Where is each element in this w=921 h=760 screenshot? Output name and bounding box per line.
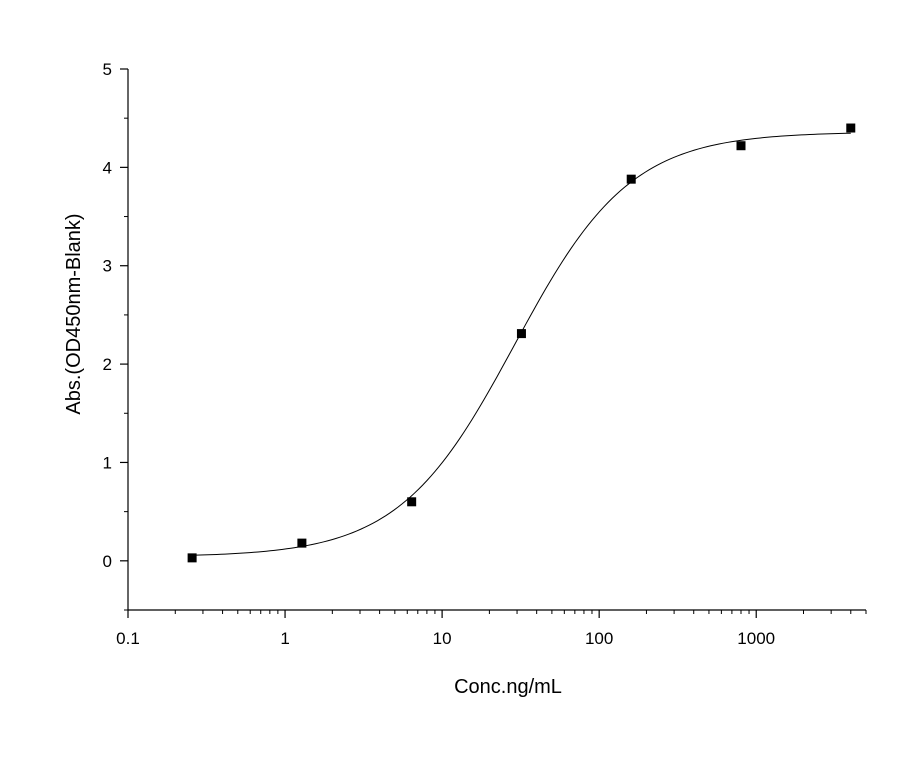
y-axis-title: Abs.(OD450nm-Blank) xyxy=(63,213,85,414)
ticks: 0 1 2 3 4 5 0.1 1 10 100 1000 xyxy=(103,60,867,648)
y-tick-label: 3 xyxy=(103,257,112,276)
data-points xyxy=(187,123,856,563)
x-tick-label: 100 xyxy=(585,629,613,648)
data-point xyxy=(297,538,307,548)
x-tick-label: 0.1 xyxy=(116,629,140,648)
data-point xyxy=(626,174,636,184)
x-tick-label: 1000 xyxy=(737,629,775,648)
data-point xyxy=(407,497,417,507)
x-axis-title: Conc.ng/mL xyxy=(454,676,562,698)
data-point xyxy=(846,123,856,133)
fit-curve xyxy=(192,132,851,556)
y-tick-label: 1 xyxy=(103,453,112,472)
axes xyxy=(127,69,866,611)
x-tick-label: 1 xyxy=(280,629,289,648)
y-tick-label: 5 xyxy=(103,60,112,79)
x-tick-label: 10 xyxy=(433,629,452,648)
data-point xyxy=(516,329,526,339)
y-tick-label: 4 xyxy=(103,158,112,177)
fit-curve-group xyxy=(192,132,851,556)
y-tick-label: 2 xyxy=(103,355,112,374)
data-point xyxy=(736,141,746,151)
y-tick-label: 0 xyxy=(103,552,112,571)
data-point xyxy=(187,553,197,563)
